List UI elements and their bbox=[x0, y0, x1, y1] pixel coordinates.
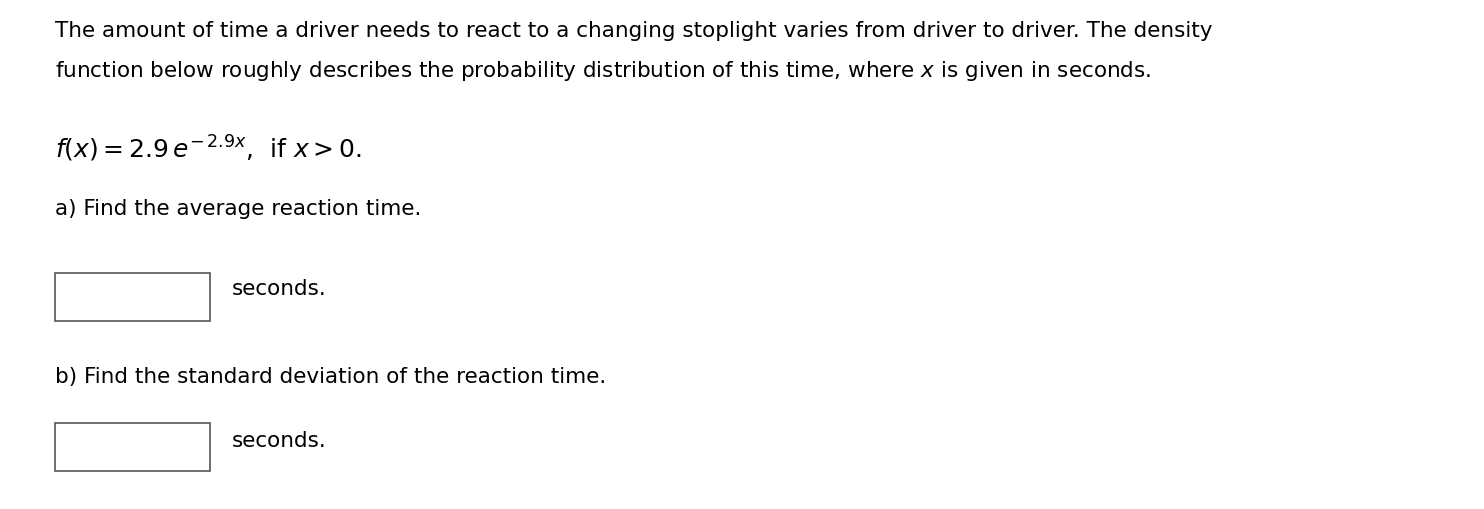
Text: seconds.: seconds. bbox=[232, 431, 326, 451]
Text: function below roughly describes the probability distribution of this time, wher: function below roughly describes the pro… bbox=[55, 59, 1152, 83]
FancyBboxPatch shape bbox=[55, 423, 211, 471]
Text: b) Find the standard deviation of the reaction time.: b) Find the standard deviation of the re… bbox=[55, 367, 607, 387]
Text: a) Find the average reaction time.: a) Find the average reaction time. bbox=[55, 199, 421, 219]
Text: seconds.: seconds. bbox=[232, 279, 326, 299]
Text: The amount of time a driver needs to react to a changing stoplight varies from d: The amount of time a driver needs to rea… bbox=[55, 21, 1212, 41]
Text: $f(x) = 2.9\, e^{-\,2.9x}$,  if $x > 0.$: $f(x) = 2.9\, e^{-\,2.9x}$, if $x > 0.$ bbox=[55, 134, 362, 164]
FancyBboxPatch shape bbox=[55, 273, 211, 321]
